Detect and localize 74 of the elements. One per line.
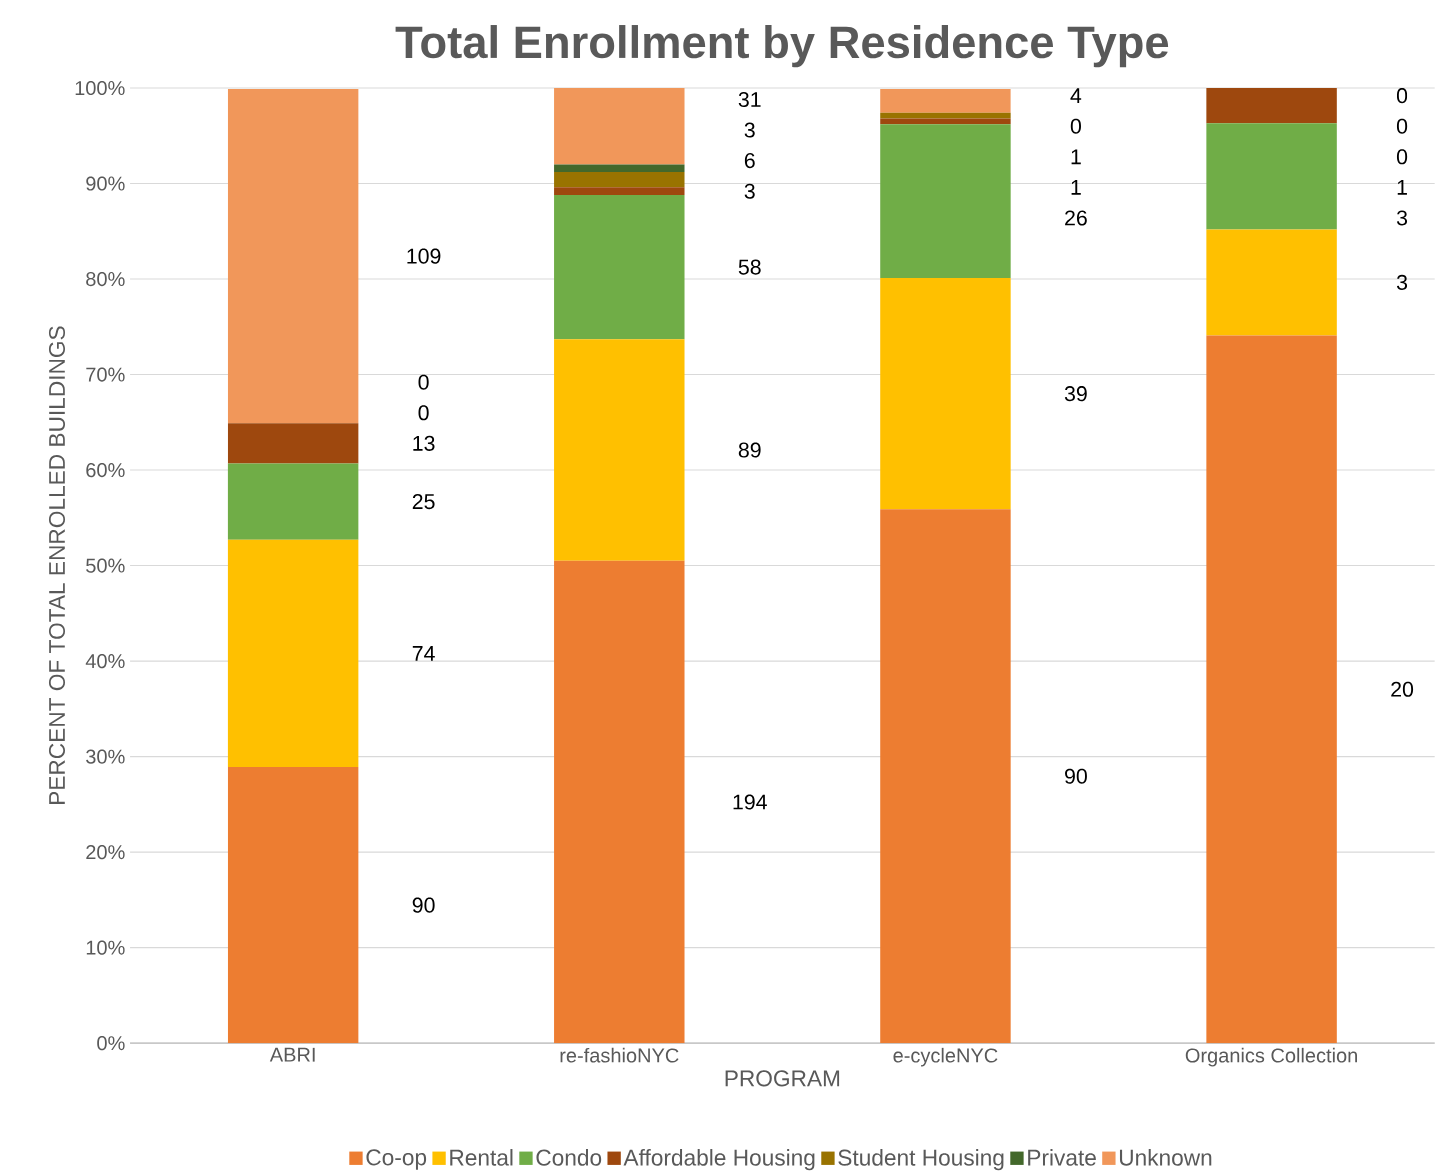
annotation: 1 [1397,179,1407,195]
y-tick-label: 100% [75,80,125,96]
annotation: 3 [744,183,755,199]
bar [554,87,685,165]
x-tick-label: Organics Collection [1185,1047,1357,1067]
bar [554,339,685,561]
annotation: 0 [1070,118,1081,134]
annotation: 4 [1070,88,1082,103]
y-tick-label: 80% [86,271,125,287]
bar [880,124,1011,278]
legend-label: Student Housing [838,1148,1004,1171]
annotation: 0 [1396,88,1408,104]
annotation: 6 [744,152,755,169]
annotation: 0 [418,405,429,421]
legend-label: Condo [536,1148,602,1166]
bar [554,164,685,172]
annotation: 90 [1065,768,1087,784]
bar [227,423,359,464]
legend-label: Unknown [1119,1148,1212,1166]
y-tick-label: 30% [86,749,125,764]
chart-title: Total Enrollment by Residence Type [395,24,1169,68]
annotation: 39 [1064,386,1087,402]
annotation: 20 [1391,681,1414,697]
annotation: 31 [738,91,761,107]
legend-label: Private [1028,1148,1096,1166]
annotation: 74 [412,646,435,661]
x-tick-label: e-cycleNYC [893,1047,998,1067]
annotation: 1 [1071,149,1081,165]
y-tick-label: 20% [86,844,125,860]
annotation: 0 [418,374,429,390]
annotation: 58 [738,259,761,275]
bar [554,171,685,188]
bar [880,88,1011,113]
annotation: 89 [738,442,761,458]
y-axis-title: PERCENT OF TOTAL ENROLLED BUILDINGS [48,326,66,804]
y-tick-label: 90% [86,176,125,191]
legend-label: Rental [450,1148,513,1166]
annotation: 3 [1396,274,1408,290]
bar [1206,123,1337,230]
annotation: 26 [1065,210,1087,226]
bar [227,463,359,540]
y-tick-label: 40% [85,653,125,669]
annotation: 13 [413,435,435,451]
y-tick-label: 50% [86,558,125,573]
legend-label: Co-op [366,1149,427,1170]
annotation: 0 [1396,118,1408,134]
bar [1206,87,1337,124]
annotation: 0 [1396,149,1408,165]
bar [227,767,359,1044]
annotation: 3 [744,122,755,138]
bar [1206,335,1337,1044]
bar [880,509,1011,1044]
y-tick-label: 0% [97,1035,125,1051]
legend-label: Affordable Housing [623,1148,815,1171]
bar [1206,229,1337,336]
annotation: 109 [407,248,441,264]
bar [554,187,685,195]
bar [554,560,685,1044]
annotation: 3 [1396,210,1408,226]
annotation: 90 [412,897,435,913]
bar [880,278,1011,510]
annotation: 194 [733,794,767,810]
bar [880,112,1011,119]
x-tick-label: re-fashioNYC [560,1047,679,1063]
y-tick-label: 10% [86,940,125,955]
annotation: 25 [412,493,435,510]
x-axis-title: PROGRAM [725,1070,840,1087]
x-tick-label: ABRI [269,1047,315,1062]
y-tick-label: 70% [86,367,125,382]
y-tick-label: 60% [86,462,125,478]
annotation: 1 [1071,179,1081,195]
bar [227,88,359,424]
bar [227,539,359,768]
bar [554,194,685,340]
